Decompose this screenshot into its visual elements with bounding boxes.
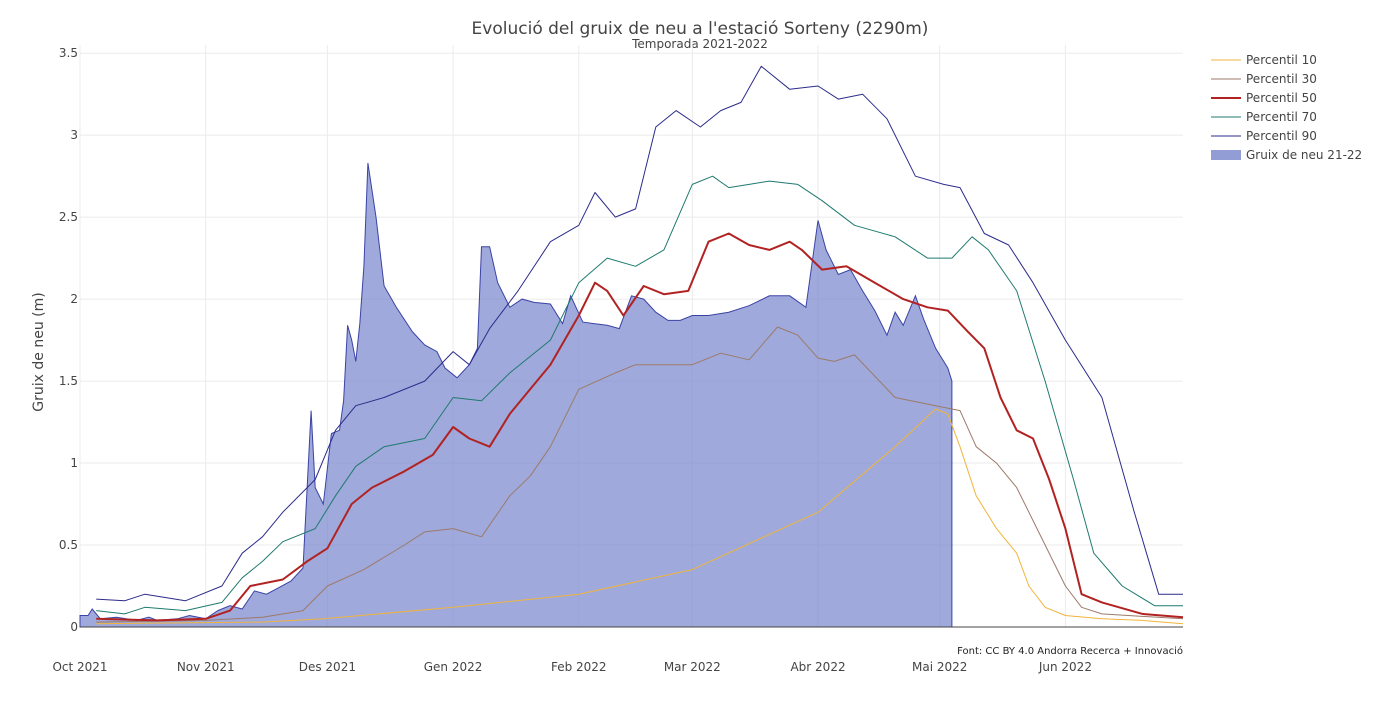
x-tick-label: Des 2021 [299,660,356,674]
x-tick-label: Feb 2022 [551,660,607,674]
legend-label: Percentil 70 [1246,110,1317,124]
y-tick-label: 1 [70,456,78,470]
x-tick-label: Gen 2022 [424,660,483,674]
x-tick-label: Abr 2022 [790,660,845,674]
y-tick-label: 3.5 [59,46,78,60]
legend-item[interactable]: Percentil 30 [1211,72,1317,86]
chart-title: Evolució del gruix de neu a l'estació So… [472,19,929,39]
y-tick-label: 2.5 [59,210,78,224]
series-line-percentil-50 [96,232,1184,622]
series-area-gruix-de-neu-21-22 [79,162,953,628]
x-tick-label: Jun 2022 [1038,660,1092,674]
x-tick-label: Mar 2022 [664,660,721,674]
legend-item[interactable]: Percentil 70 [1211,110,1317,124]
source-note: Font: CC BY 4.0 Andorra Recerca + Innova… [957,645,1183,657]
series-line-percentil-30 [96,326,1184,623]
legend-swatch [1211,150,1241,160]
legend: Percentil 10 Percentil 30 Percentil 50 Perc… [1211,53,1362,162]
y-tick-label: 2 [70,292,78,306]
legend-label: Percentil 50 [1246,91,1317,105]
plot-area [79,65,1184,628]
y-tick-label: 0.5 [59,538,78,552]
series-line-percentil-90 [96,65,1183,602]
chart-subtitle: Temporada 2021-2022 [631,37,768,51]
legend-label: Gruix de neu 21-22 [1246,148,1362,162]
x-axis-ticks: Oct 2021 Nov 2021 Des 2021 Gen 2022 Feb 2022… [52,660,1092,674]
x-tick-label: Oct 2021 [52,660,107,674]
series-line-percentil-10 [96,408,1184,625]
y-axis-ticks: 0 0.5 1 1.5 2 2.5 3 3.5 [59,46,78,634]
legend-label: Percentil 10 [1246,53,1317,67]
legend-item[interactable]: Percentil 90 [1211,129,1317,143]
legend-item[interactable]: Gruix de neu 21-22 [1211,148,1362,162]
x-tick-label: Mai 2022 [912,660,967,674]
y-tick-label: 1.5 [59,374,78,388]
legend-label: Percentil 30 [1246,72,1317,86]
legend-item[interactable]: Percentil 10 [1211,53,1317,67]
x-tick-label: Nov 2021 [177,660,235,674]
y-tick-label: 0 [70,620,78,634]
series-line-percentil-70 [96,175,1183,615]
legend-label: Percentil 90 [1246,129,1317,143]
y-tick-label: 3 [70,128,78,142]
legend-item[interactable]: Percentil 50 [1211,91,1317,105]
y-axis-label: Gruix de neu (m) [31,292,47,411]
